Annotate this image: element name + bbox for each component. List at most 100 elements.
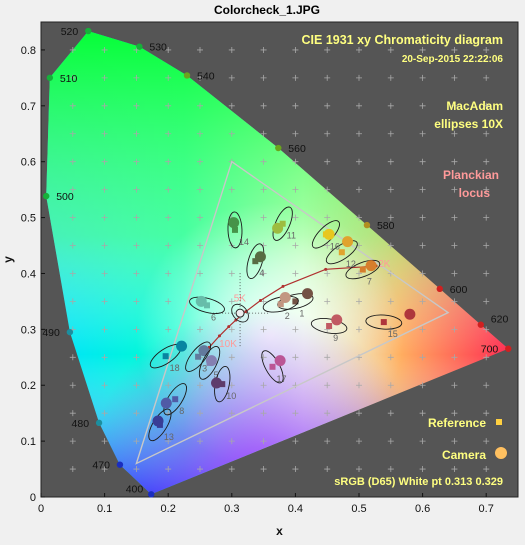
spectral-label: 520 — [61, 26, 79, 38]
spectral-label: 600 — [450, 284, 468, 296]
y-tick-label: 0.7 — [21, 101, 36, 113]
grid-marker — [356, 158, 362, 165]
y-tick-label: 0.3 — [21, 324, 36, 336]
grid-marker — [451, 102, 458, 109]
camera-marker — [211, 377, 223, 389]
grid-marker — [101, 46, 108, 53]
camera-marker — [365, 260, 377, 272]
macadam-ellipse — [272, 206, 293, 241]
grid-marker — [324, 214, 331, 221]
grid-marker — [197, 158, 203, 165]
grid-marker — [260, 382, 267, 389]
grid-marker — [101, 382, 108, 389]
spectral-marker — [136, 43, 143, 50]
grid-marker — [69, 46, 76, 53]
grid-marker — [451, 270, 458, 277]
grid-marker — [197, 382, 203, 389]
grid-marker — [260, 102, 267, 109]
reference-marker — [219, 381, 226, 388]
patch-label: 14 — [239, 237, 249, 247]
grid-marker — [451, 438, 458, 445]
grid-marker — [419, 354, 426, 361]
spectral-marker — [66, 328, 74, 336]
grid-marker — [165, 466, 172, 473]
grid-marker — [165, 326, 172, 333]
spectral-marker — [477, 321, 484, 328]
grid-marker — [260, 130, 267, 137]
planckian-label-line1: Planckian — [443, 168, 499, 182]
grid-marker — [356, 214, 362, 221]
grid-marker — [387, 382, 394, 389]
chart-title: CIE 1931 xy Chromaticity diagram — [302, 33, 503, 47]
grid-marker — [197, 270, 203, 277]
grid-marker — [356, 298, 362, 305]
patch-label: 18 — [170, 363, 180, 373]
grid-marker — [324, 382, 331, 389]
camera-marker — [301, 288, 313, 300]
grid-marker — [292, 214, 299, 221]
x-tick-label: 0.7 — [479, 503, 494, 515]
grid-marker — [260, 270, 267, 277]
grid-marker — [133, 46, 140, 53]
grid-marker — [165, 298, 172, 305]
patch-label: 5 — [214, 370, 219, 380]
grid-marker — [419, 214, 426, 221]
grid-marker — [356, 382, 362, 389]
grid-marker — [133, 270, 140, 277]
grid-marker — [260, 410, 267, 417]
grid-marker — [451, 186, 458, 193]
grid-marker — [133, 326, 140, 333]
grid-marker — [197, 130, 203, 137]
grid-marker — [101, 74, 108, 81]
grid-marker — [483, 354, 490, 361]
camera-marker — [274, 355, 286, 367]
grid-marker — [101, 354, 108, 361]
grid-marker — [451, 382, 458, 389]
grid-marker — [324, 186, 331, 193]
planckian-label-line2: locus — [459, 186, 491, 200]
axes: 0 0.1 0.2 0.3 0.4 0.5 0.6 0.7 0 0.1 0.2 0.3 0.4 0.5 0.… — [1, 45, 494, 538]
planckian-point — [324, 267, 328, 271]
reference-marker — [269, 363, 276, 370]
spectral-marker — [43, 192, 50, 200]
reference-marker — [203, 302, 210, 309]
spectral-marker — [116, 461, 124, 468]
y-tick-label: 0.8 — [21, 45, 36, 57]
grid-marker — [69, 438, 76, 445]
grid-marker — [292, 130, 299, 137]
grid-marker — [419, 326, 426, 333]
grid-marker — [228, 46, 235, 53]
grid-marker — [69, 186, 76, 193]
reference-marker — [359, 266, 366, 273]
grid-marker — [483, 186, 490, 193]
y-axis-label: y — [1, 256, 15, 263]
grid-marker — [387, 158, 394, 165]
reference-marker — [252, 258, 259, 265]
spectral-marker — [183, 72, 191, 79]
reference-marker — [292, 298, 299, 305]
grid-marker — [133, 298, 140, 305]
grid-marker — [69, 158, 76, 165]
spectral-label: 500 — [56, 191, 74, 203]
grid-marker — [197, 214, 203, 221]
grid-marker — [451, 298, 458, 305]
grid-marker — [387, 438, 394, 445]
grid-marker — [101, 186, 108, 193]
reference-marker — [231, 226, 238, 233]
grid-marker — [69, 74, 76, 81]
x-tick-label: 0.5 — [351, 503, 366, 515]
grid-marker — [165, 158, 172, 165]
spectral-label: 620 — [491, 314, 509, 326]
grid-marker — [483, 242, 490, 249]
grid-marker — [101, 270, 108, 277]
macadam-ellipse — [345, 259, 381, 280]
grid-marker — [419, 410, 426, 417]
macadam-ellipse — [227, 211, 243, 249]
grid-marker — [387, 410, 394, 417]
grid-marker — [228, 466, 235, 473]
grid-marker — [165, 102, 172, 109]
grid-marker — [419, 130, 426, 137]
grid-marker — [197, 326, 203, 333]
